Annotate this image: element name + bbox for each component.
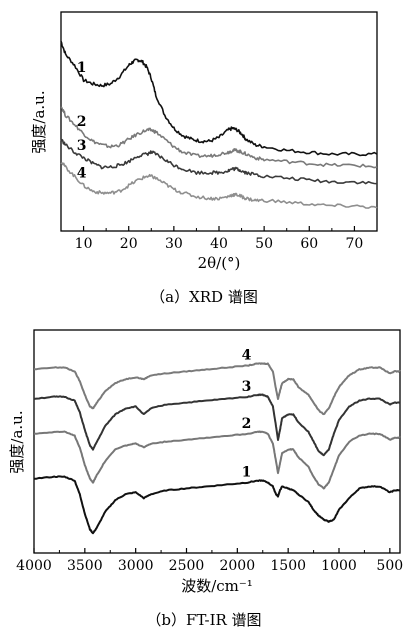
xrd-curve-label-1: 1 — [77, 60, 87, 76]
xrd-y-axis-label: 强度/a.u. — [30, 90, 48, 153]
ftir-panel: 4 3 2 1 4000 3500 3000 2500 2000 1500 1000 500 波数/… — [8, 329, 403, 629]
ftir-x-tick-label: 3000 — [118, 558, 154, 574]
ftir-y-axis-label: 强度/a.u. — [8, 410, 26, 473]
xrd-x-axis-label: 2θ/(°) — [198, 254, 241, 272]
ftir-curve-label-3: 3 — [242, 379, 252, 395]
xrd-series-group — [60, 40, 378, 209]
ftir-x-tick-label: 2500 — [169, 558, 205, 574]
xrd-curve-label-2: 2 — [77, 114, 87, 130]
ftir-x-tick-label: 4000 — [16, 558, 52, 574]
xrd-curve-labels: 1 2 3 4 — [77, 60, 87, 182]
ftir-x-tick-label: 1500 — [270, 558, 306, 574]
xrd-curve-label-3: 3 — [77, 138, 87, 154]
ftir-x-ticks: 4000 3500 3000 2500 2000 1500 1000 500 — [16, 548, 403, 574]
ftir-x-axis-label: 波数/cm⁻¹ — [181, 577, 253, 595]
xrd-x-tick-label: 10 — [75, 236, 93, 252]
xrd-x-ticks: 10 20 30 40 50 60 70 — [75, 226, 363, 252]
xrd-series-line-3 — [60, 138, 378, 185]
ftir-x-tick-label: 500 — [376, 558, 403, 574]
ftir-curve-labels: 4 3 2 1 — [242, 348, 252, 481]
ftir-caption: （b）FT-IR 谱图 — [146, 611, 261, 629]
ftir-curve-label-4: 4 — [242, 348, 252, 364]
xrd-x-tick-label: 70 — [345, 236, 363, 252]
xrd-series-line-4 — [60, 162, 378, 209]
xrd-series-line-1 — [60, 40, 378, 157]
xrd-panel: 1 2 3 4 10 20 30 40 50 60 70 2θ/(°) 强度/a.u. （a）XR… — [30, 11, 378, 306]
ftir-x-tick-label: 2000 — [219, 558, 255, 574]
xrd-caption: （a）XRD 谱图 — [150, 288, 258, 306]
xrd-x-tick-label: 30 — [165, 236, 183, 252]
xrd-x-tick-label: 40 — [210, 236, 228, 252]
ftir-series-line-1 — [33, 475, 401, 535]
xrd-curve-label-4: 4 — [77, 166, 87, 182]
xrd-x-tick-label: 60 — [300, 236, 318, 252]
xrd-x-tick-label: 50 — [255, 236, 273, 252]
xrd-x-tick-label: 20 — [120, 236, 138, 252]
xrd-series-line-2 — [60, 106, 378, 169]
ftir-curve-label-1: 1 — [242, 465, 252, 481]
ftir-plot-frame — [33, 329, 401, 554]
ftir-series-line-4 — [33, 362, 401, 416]
ftir-x-tick-label: 3500 — [67, 558, 103, 574]
ftir-series-line-2 — [33, 430, 401, 490]
ftir-curve-label-2: 2 — [242, 416, 252, 432]
ftir-x-tick-label: 1000 — [321, 558, 357, 574]
ftir-series-line-3 — [33, 393, 401, 457]
ftir-series-group — [33, 362, 401, 535]
